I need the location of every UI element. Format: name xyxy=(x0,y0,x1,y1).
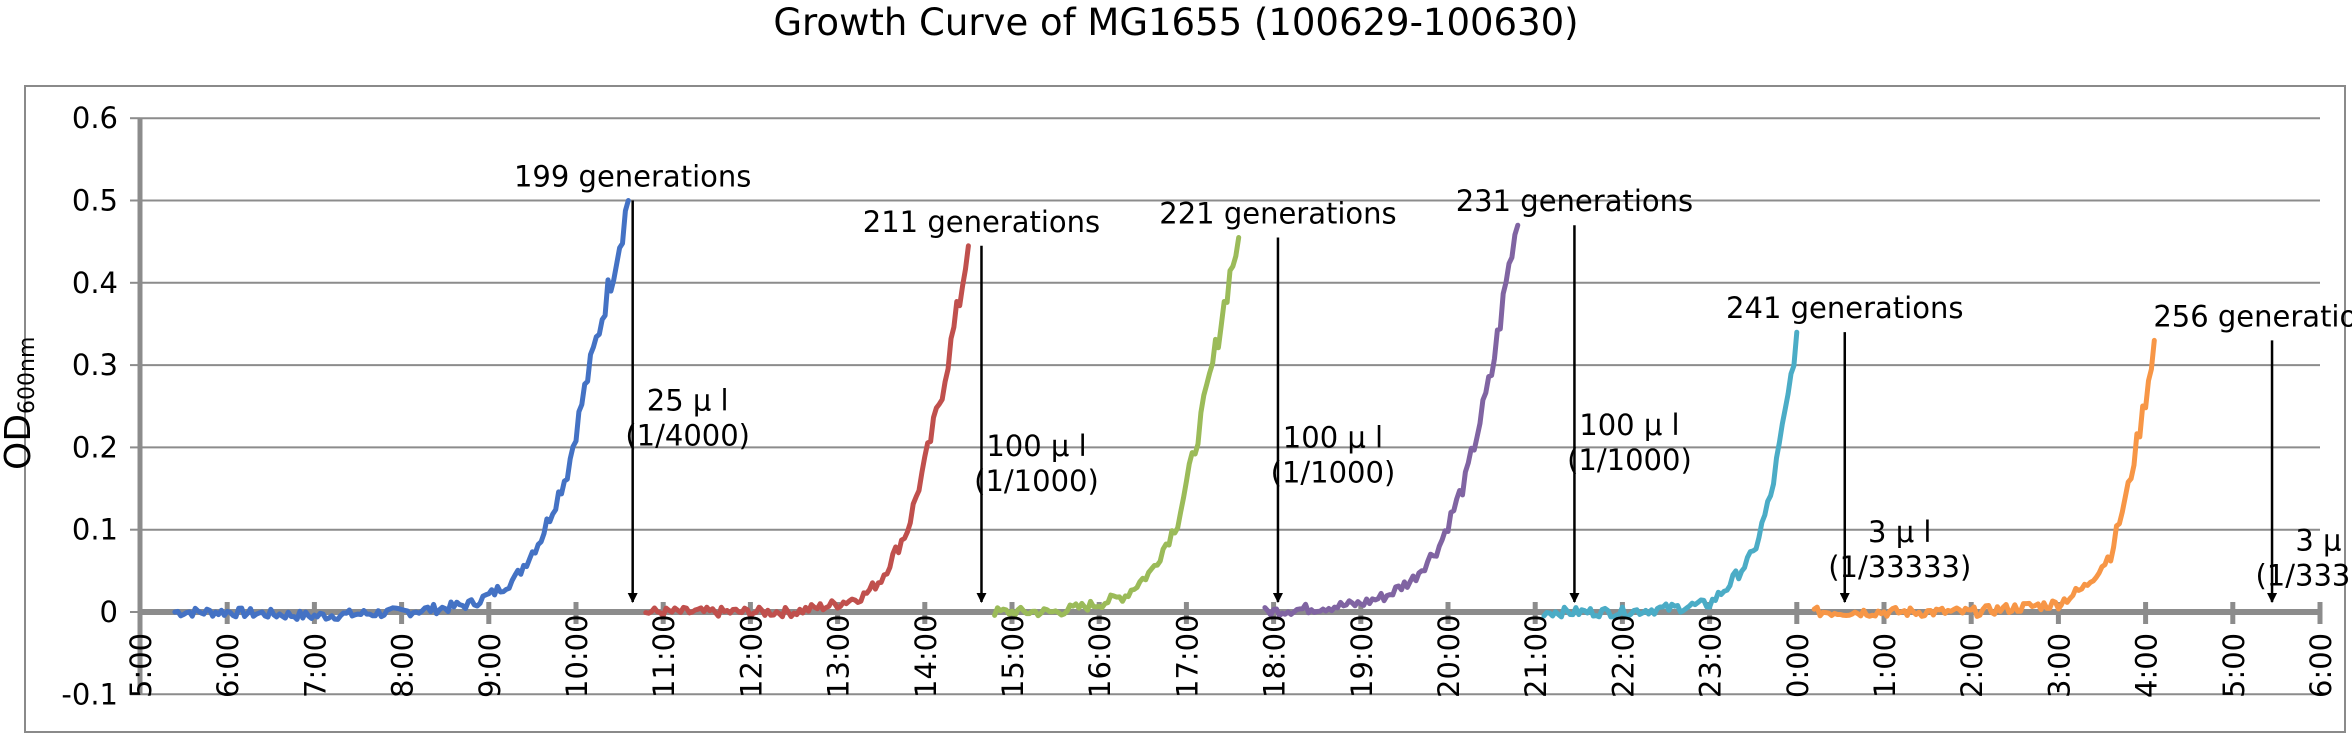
series-line-2 xyxy=(643,243,971,620)
generation-label: 231 generations xyxy=(1456,184,1693,218)
x-tick-label: 4:00 xyxy=(2130,633,2164,698)
series-line-5 xyxy=(1541,329,1800,620)
generation-label: 211 generations xyxy=(863,205,1100,239)
x-tick-label: 17:00 xyxy=(1170,614,1204,698)
x-tick-label: 14:00 xyxy=(909,614,943,698)
transfer-volume-label: 100 μ l xyxy=(986,429,1086,463)
y-tick-label: 0.2 xyxy=(72,430,118,464)
y-tick-label: 0 xyxy=(100,595,118,629)
x-tick-label: 18:00 xyxy=(1258,614,1292,698)
y-tick-label: 0.6 xyxy=(72,101,118,135)
x-tick-label: 7:00 xyxy=(298,633,332,698)
x-tick-label: 19:00 xyxy=(1345,614,1379,698)
series-line-6 xyxy=(1811,337,2157,619)
x-tick-label: 16:00 xyxy=(1083,614,1117,698)
transfer-volume-label: 100 μ l xyxy=(1579,408,1679,442)
x-tick-label: 3:00 xyxy=(2042,633,2076,698)
x-tick-label: 9:00 xyxy=(473,633,507,698)
x-tick-label: 6:00 xyxy=(2304,633,2338,698)
transfer-volume-label: 100 μ l xyxy=(1283,421,1383,455)
dilution-label: (1/1000) xyxy=(974,464,1099,498)
dilution-label: (1/33333) xyxy=(2255,558,2352,592)
y-tick-label: 0.1 xyxy=(72,513,118,547)
x-tick-label: 10:00 xyxy=(560,614,594,698)
series-line-3 xyxy=(992,235,1242,619)
x-tick-label: 21:00 xyxy=(1519,614,1553,698)
x-tick-label: 11:00 xyxy=(647,614,681,698)
dilution-label: (1/33333) xyxy=(1828,550,1971,584)
generation-label: 256 generations xyxy=(2153,299,2352,333)
x-tick-label: 5:00 xyxy=(2217,633,2251,698)
series-line-4 xyxy=(1262,222,1521,619)
x-tick-label: 15:00 xyxy=(996,614,1030,698)
y-tick-label: 0.3 xyxy=(72,348,118,382)
generation-label: 241 generations xyxy=(1726,291,1963,325)
x-tick-label: 23:00 xyxy=(1694,614,1728,698)
series-line-1 xyxy=(172,198,631,622)
transfer-volume-label: 3 μ l xyxy=(1868,515,1931,549)
x-tick-label: 5:00 xyxy=(124,633,158,698)
y-tick-label: 0.4 xyxy=(72,266,118,300)
transfer-volume-label: 25 μ l xyxy=(647,384,729,418)
y-axis-title: OD600nm xyxy=(0,337,40,470)
dilution-label: (1/1000) xyxy=(1567,443,1692,477)
x-tick-label: 22:00 xyxy=(1606,614,1640,698)
plot-area-frame xyxy=(24,85,2346,733)
x-tick-label: 8:00 xyxy=(386,633,420,698)
generation-label: 221 generations xyxy=(1159,197,1396,231)
chart-title: Growth Curve of MG1655 (100629-100630) xyxy=(773,1,1579,44)
x-tick-label: 1:00 xyxy=(1868,633,1902,698)
y-tick-label: 0.5 xyxy=(72,184,118,218)
transfer-volume-label: 3 μ l xyxy=(2295,523,2352,557)
x-tick-label: 13:00 xyxy=(822,614,856,698)
x-tick-label: 20:00 xyxy=(1432,614,1466,698)
x-tick-label: 0:00 xyxy=(1781,633,1815,698)
x-tick-label: 12:00 xyxy=(734,614,768,698)
x-tick-label: 2:00 xyxy=(1955,633,1989,698)
dilution-label: (1/4000) xyxy=(625,419,750,453)
generation-label: 199 generations xyxy=(514,160,751,194)
dilution-label: (1/1000) xyxy=(1271,456,1396,490)
y-tick-label: -0.1 xyxy=(61,677,118,711)
x-tick-label: 6:00 xyxy=(211,633,245,698)
